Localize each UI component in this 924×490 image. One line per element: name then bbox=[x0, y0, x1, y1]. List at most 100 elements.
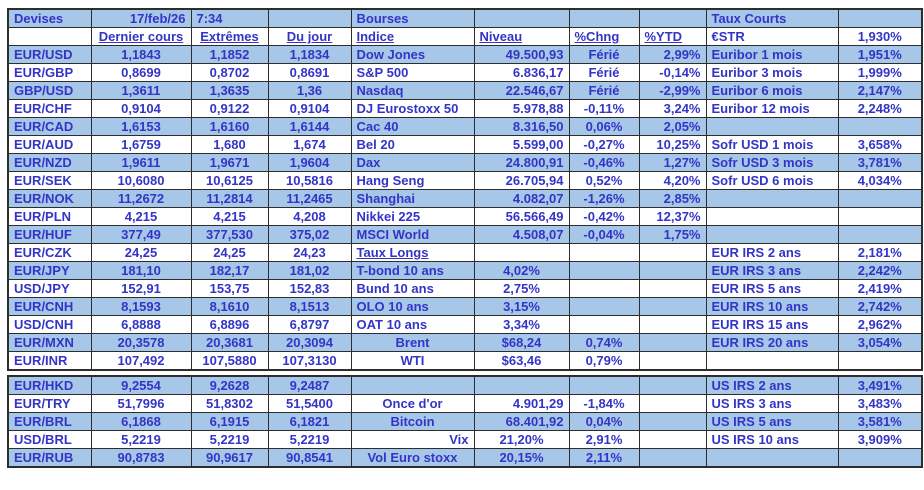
data-row: EUR/CHF 0,9104 0,9122 0,9104 DJ Eurostox… bbox=[7, 99, 923, 118]
fx-last: 6,1868 bbox=[90, 412, 192, 431]
asset-level: 4.901,29 bbox=[473, 394, 570, 413]
fx-extremes: 20,3681 bbox=[190, 333, 269, 352]
fx-last: 4,215 bbox=[90, 207, 192, 226]
section-title-taux-longs: Taux Longs bbox=[350, 243, 475, 262]
fx-last: 1,3611 bbox=[90, 81, 192, 100]
section-title-taux-courts: Taux Courts bbox=[705, 8, 839, 28]
fx-pair: EUR/JPY bbox=[7, 261, 92, 280]
fx-dujour: 90,8541 bbox=[267, 448, 352, 468]
fx-last: 1,6153 bbox=[90, 117, 192, 136]
col-header-pct-chng: %Chng bbox=[568, 27, 640, 46]
fx-extremes: 377,530 bbox=[190, 225, 269, 244]
empty-cell bbox=[705, 351, 839, 371]
fx-pair: EUR/MXN bbox=[7, 333, 92, 352]
fx-pair: GBP/USD bbox=[7, 81, 92, 100]
col-header-niveau: Niveau bbox=[473, 27, 570, 46]
fx-extremes: 1,1852 bbox=[190, 45, 269, 64]
asset-level: 21,20% bbox=[473, 430, 570, 449]
empty-cell bbox=[473, 8, 570, 28]
rate-name: Euribor 6 mois bbox=[705, 81, 839, 100]
fx-dujour: 5,2219 bbox=[267, 430, 352, 449]
rate-name: US IRS 5 ans bbox=[705, 412, 839, 431]
index-ytd: 2,05% bbox=[638, 117, 707, 136]
commodity-name: WTI bbox=[350, 351, 475, 371]
empty-cell bbox=[705, 225, 839, 244]
asset-name: Once d'or bbox=[350, 394, 475, 413]
empty-cell bbox=[705, 207, 839, 226]
data-row: EUR/CZK 24,25 24,25 24,23 Taux Longs EUR… bbox=[7, 243, 923, 262]
empty-cell bbox=[568, 243, 640, 262]
rate-value: 2,181% bbox=[837, 243, 923, 262]
index-level: 49.500,93 bbox=[473, 45, 570, 64]
empty-cell bbox=[638, 394, 707, 413]
fx-dujour: 181,02 bbox=[267, 261, 352, 280]
empty-cell bbox=[568, 8, 640, 28]
bond-name: OLO 10 ans bbox=[350, 297, 475, 316]
data-row: EUR/JPY 181,10 182,17 181,02 T-bond 10 a… bbox=[7, 261, 923, 280]
index-chng: Férié bbox=[568, 63, 640, 82]
index-ytd: 10,25% bbox=[638, 135, 707, 154]
empty-cell bbox=[568, 297, 640, 316]
asset-chng: -1,84% bbox=[568, 394, 640, 413]
fx-extremes: 0,9122 bbox=[190, 99, 269, 118]
data-row: EUR/HKD 9,2554 9,2628 9,2487 US IRS 2 an… bbox=[7, 375, 923, 395]
fx-dujour: 11,2465 bbox=[267, 189, 352, 208]
index-chng: -0,42% bbox=[568, 207, 640, 226]
fx-dujour: 1,9604 bbox=[267, 153, 352, 172]
fx-dujour: 51,5400 bbox=[267, 394, 352, 413]
rate-name: Sofr USD 6 mois bbox=[705, 171, 839, 190]
data-row: EUR/BRL 6,1868 6,1915 6,1821 Bitcoin 68.… bbox=[7, 412, 923, 431]
index-level: 26.705,94 bbox=[473, 171, 570, 190]
index-chng: -0,11% bbox=[568, 99, 640, 118]
rate-value: 2,248% bbox=[837, 99, 923, 118]
fx-extremes: 24,25 bbox=[190, 243, 269, 262]
index-chng: -0,46% bbox=[568, 153, 640, 172]
index-chng: -1,26% bbox=[568, 189, 640, 208]
index-chng: Férié bbox=[568, 45, 640, 64]
data-row: EUR/MXN 20,3578 20,3681 20,3094 Brent $6… bbox=[7, 333, 923, 352]
rate-value: 2,242% bbox=[837, 261, 923, 280]
index-ytd: 2,85% bbox=[638, 189, 707, 208]
fx-last: 10,6080 bbox=[90, 171, 192, 190]
fx-dujour: 107,3130 bbox=[267, 351, 352, 371]
empty-cell bbox=[837, 117, 923, 136]
fx-extremes: 153,75 bbox=[190, 279, 269, 298]
empty-cell bbox=[638, 448, 707, 468]
fx-extremes: 90,9617 bbox=[190, 448, 269, 468]
fx-pair: EUR/CZK bbox=[7, 243, 92, 262]
commodity-price: $63,46 bbox=[473, 351, 570, 371]
data-row: USD/JPY 152,91 153,75 152,83 Bund 10 ans… bbox=[7, 279, 923, 298]
index-name: DJ Eurostoxx 50 bbox=[350, 99, 475, 118]
col-header-dernier-cours: Dernier cours bbox=[90, 27, 192, 46]
fx-dujour: 6,8797 bbox=[267, 315, 352, 334]
fx-dujour: 0,8691 bbox=[267, 63, 352, 82]
rate-value: 2,962% bbox=[837, 315, 923, 334]
rate-value: 4,034% bbox=[837, 171, 923, 190]
fx-extremes: 10,6125 bbox=[190, 171, 269, 190]
col-header-indice: Indice bbox=[350, 27, 475, 46]
rate-value: 1,930% bbox=[837, 27, 923, 46]
rate-name: Sofr USD 3 mois bbox=[705, 153, 839, 172]
data-row: EUR/AUD 1,6759 1,680 1,674 Bel 20 5.599,… bbox=[7, 135, 923, 154]
fx-last: 1,6759 bbox=[90, 135, 192, 154]
column-header-row: Dernier cours Extrêmes Du jour Indice Ni… bbox=[7, 27, 923, 46]
fx-extremes: 1,3635 bbox=[190, 81, 269, 100]
rate-name: EUR IRS 3 ans bbox=[705, 261, 839, 280]
index-ytd: -0,14% bbox=[638, 63, 707, 82]
fx-dujour: 152,83 bbox=[267, 279, 352, 298]
fx-last: 51,7996 bbox=[90, 394, 192, 413]
index-ytd: -2,99% bbox=[638, 81, 707, 100]
fx-pair: EUR/CNH bbox=[7, 297, 92, 316]
fx-extremes: 6,8896 bbox=[190, 315, 269, 334]
rate-name: EUR IRS 2 ans bbox=[705, 243, 839, 262]
col-header-extremes: Extrêmes bbox=[190, 27, 269, 46]
index-name: Shanghai bbox=[350, 189, 475, 208]
data-row: EUR/NZD 1,9611 1,9671 1,9604 Dax 24.800,… bbox=[7, 153, 923, 172]
empty-cell bbox=[705, 448, 839, 468]
rate-value: 2,147% bbox=[837, 81, 923, 100]
rate-value: 3,483% bbox=[837, 394, 923, 413]
empty-cell bbox=[837, 207, 923, 226]
fx-pair: EUR/USD bbox=[7, 45, 92, 64]
fx-dujour: 8,1513 bbox=[267, 297, 352, 316]
fx-extremes: 182,17 bbox=[190, 261, 269, 280]
